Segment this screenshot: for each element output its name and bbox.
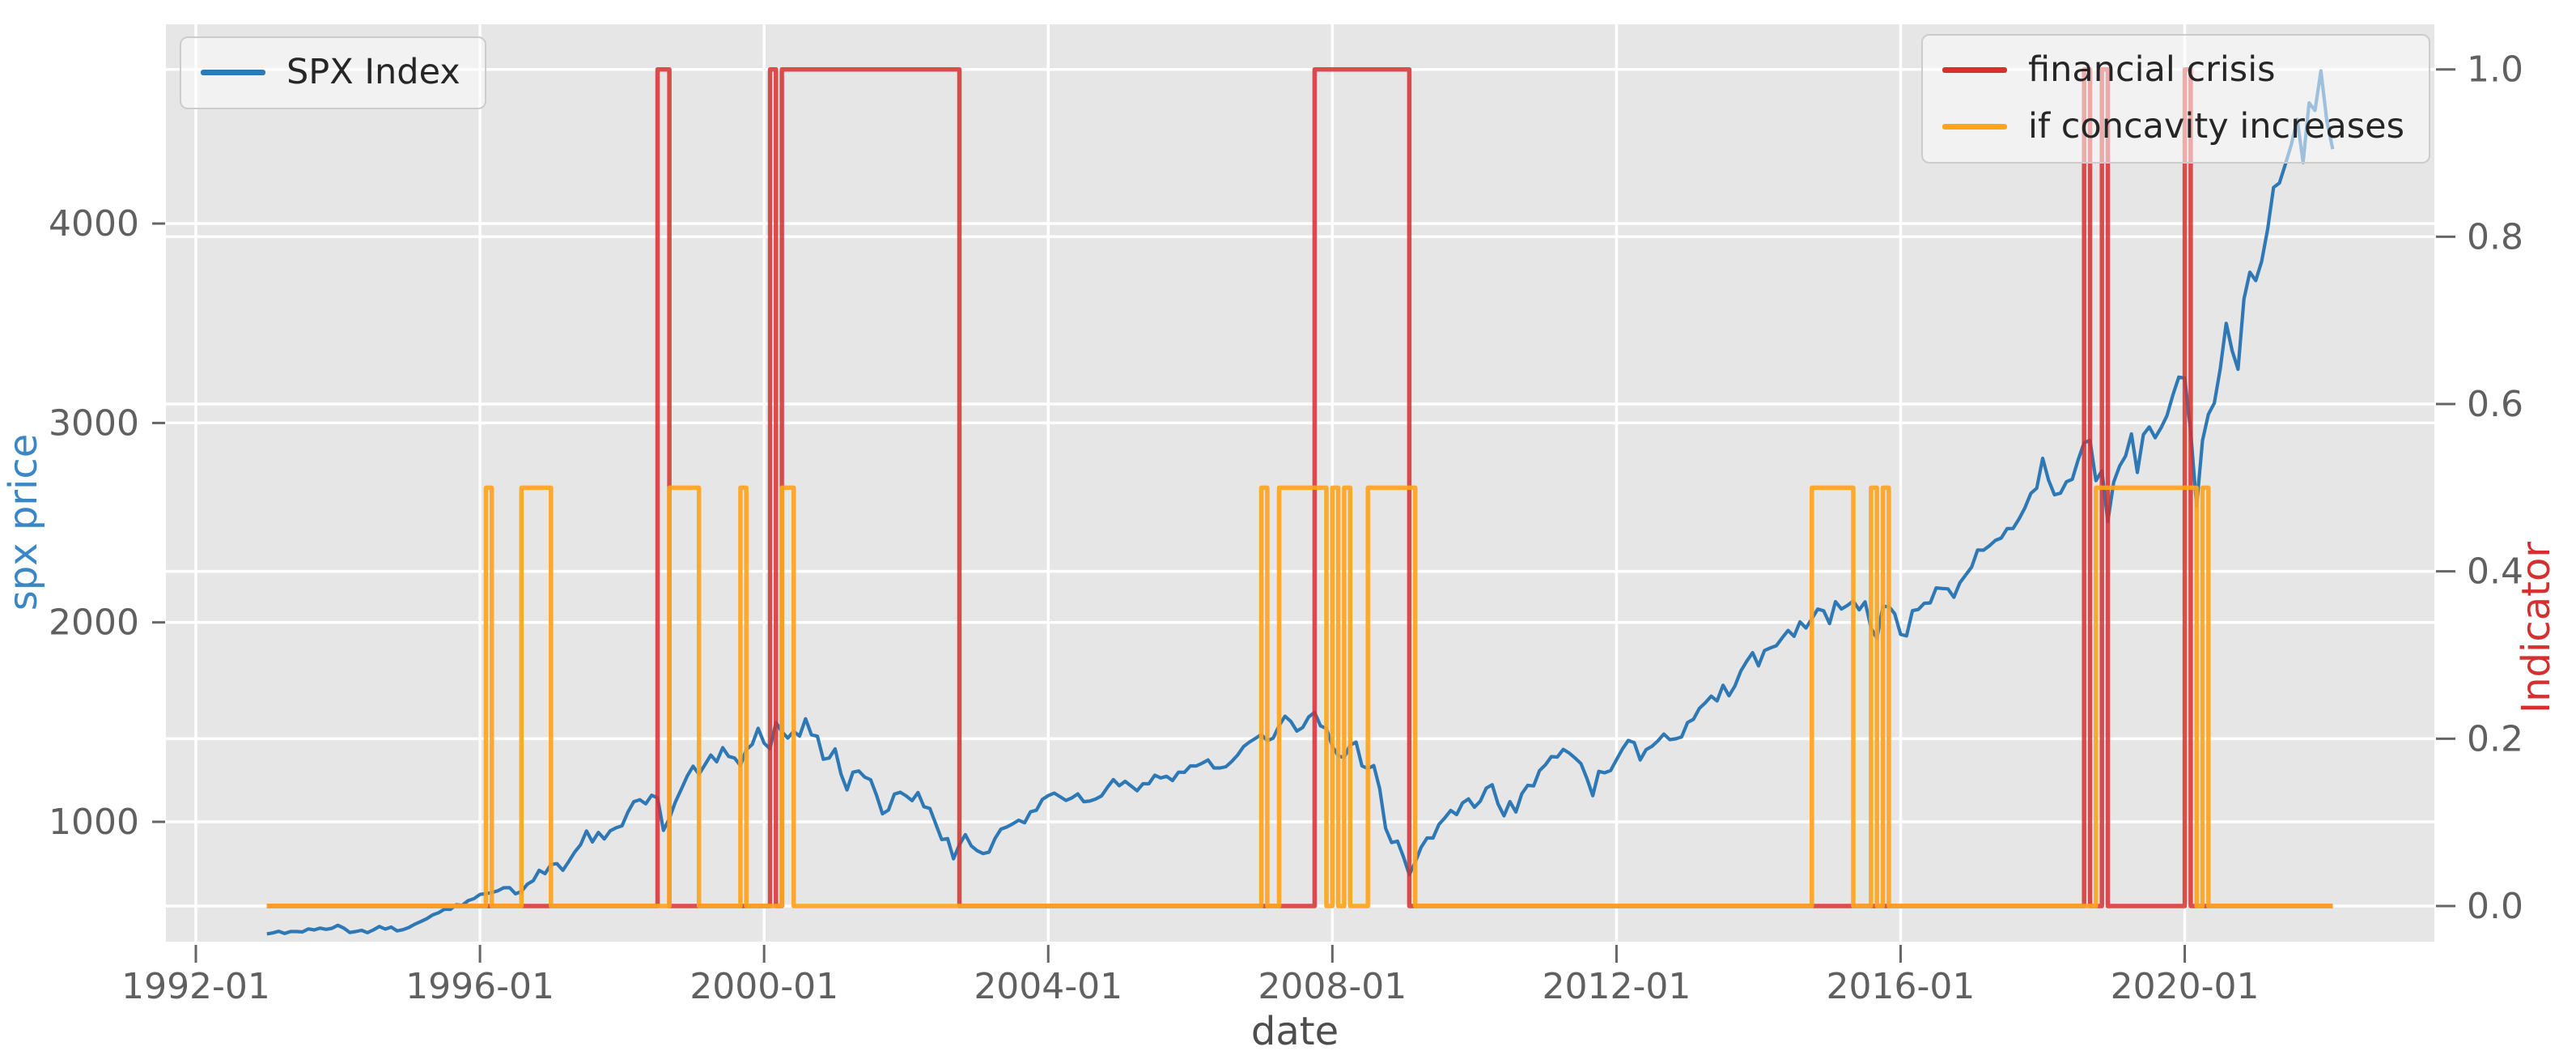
x-tick-label: 2020-01 [2111, 966, 2260, 1007]
y-left-tick-label: 2000 [49, 602, 139, 644]
legend-swatch-concavity [1942, 124, 2008, 130]
x-tick-label: 2000-01 [690, 966, 838, 1007]
y-left-tick-label: 4000 [49, 203, 139, 245]
y-left-tick-label: 1000 [49, 802, 139, 843]
x-tick-label: 1996-01 [405, 966, 554, 1007]
plot-area [166, 24, 2434, 942]
x-tick-label: 1992-01 [121, 966, 270, 1007]
legend-swatch-spx [201, 70, 265, 76]
legend-item-spx: SPX Index [201, 51, 460, 95]
y-right-tick-label: 1.0 [2467, 49, 2523, 91]
x-tick-label: 2012-01 [1542, 966, 1691, 1007]
legend-upper-left: SPX Index [180, 36, 486, 109]
concavity-line [266, 485, 2333, 908]
legend-label-spx: SPX Index [286, 52, 460, 92]
tick-marks [152, 68, 2455, 963]
y-right-tick-label: 0.0 [2467, 886, 2523, 927]
y-left-tick-label: 3000 [49, 402, 139, 444]
y-right-tick-label: 0.8 [2467, 216, 2523, 257]
spx-line [266, 69, 2335, 936]
y-right-tick-label: 0.6 [2467, 384, 2523, 425]
legend-swatch-financial-crisis [1942, 67, 2008, 74]
legend-label-concavity: if concavity increases [2028, 105, 2404, 147]
y-left-axis-label: spx price [1, 434, 46, 611]
x-tick-label: 2016-01 [1827, 966, 1975, 1007]
x-tick-label: 2004-01 [974, 966, 1122, 1007]
legend-label-financial-crisis: financial crisis [2028, 49, 2276, 90]
y-right-tick-label: 0.4 [2467, 551, 2523, 593]
x-axis-label: date [1251, 1009, 1339, 1054]
legend-item-concavity: if concavity increases [1942, 105, 2404, 149]
x-tick-label: 2008-01 [1258, 966, 1407, 1007]
legend-upper-right: financial crisis if concavity increases [1921, 34, 2430, 164]
y-right-tick-label: 0.2 [2467, 718, 2523, 759]
legend-item-financial-crisis: financial crisis [1942, 49, 2404, 92]
y-right-axis-label: Indicator [2514, 542, 2559, 713]
